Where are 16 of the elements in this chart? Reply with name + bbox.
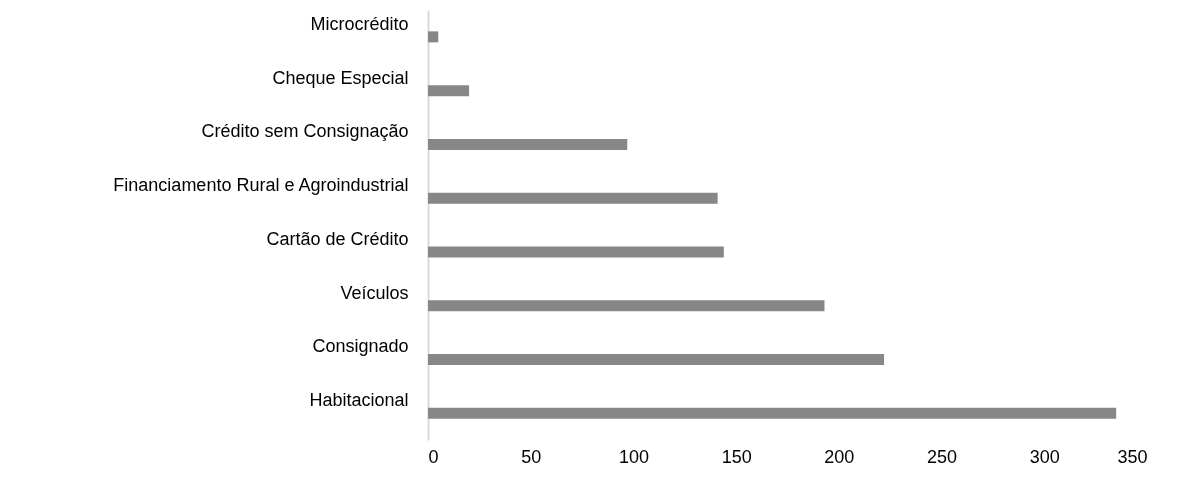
y-tick-label: Microcrédito <box>310 13 409 34</box>
x-tick-label: 350 <box>1117 446 1148 467</box>
y-tick-label: Habitacional <box>309 390 409 411</box>
x-tick-label: 250 <box>927 446 958 467</box>
x-tick-label: 0 <box>428 446 439 467</box>
x-tick-label: 300 <box>1029 446 1060 467</box>
x-tick-label: 100 <box>618 446 649 467</box>
y-tick-label: Cheque Especial <box>272 67 409 88</box>
x-tick-label: 50 <box>521 446 542 467</box>
y-tick-label: Financiamento Rural e Agroindustrial <box>113 175 409 196</box>
x-tick-label: 200 <box>824 446 855 467</box>
y-tick-label: Crédito sem Consignação <box>201 121 409 142</box>
y-tick-label: Cartão de Crédito <box>266 228 409 249</box>
y-tick-label: Veículos <box>340 282 409 303</box>
y-tick-label: Consignado <box>312 336 409 357</box>
x-tick-label: 150 <box>721 446 752 467</box>
